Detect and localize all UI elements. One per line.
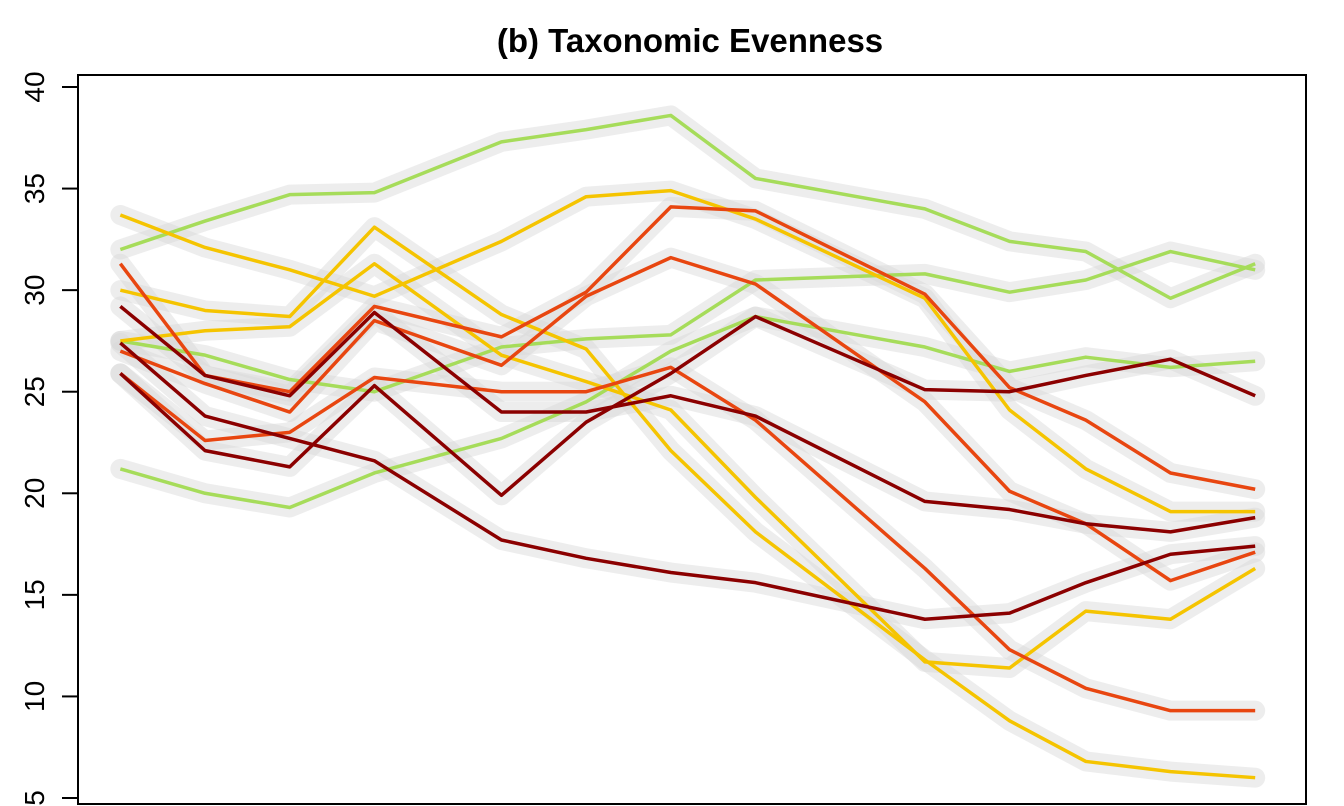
y-tick-label: 40 xyxy=(19,71,50,102)
y-tick-label: 20 xyxy=(19,478,50,509)
line-series xyxy=(119,341,1256,621)
line-series xyxy=(119,113,1256,301)
line-series xyxy=(119,365,1256,713)
y-tick-label: 30 xyxy=(19,275,50,306)
chart-title: (b) Taxonomic Evenness xyxy=(497,22,883,59)
y-tick-label: 5 xyxy=(19,790,50,806)
line-series xyxy=(120,249,1256,394)
y-tick-label: 25 xyxy=(19,376,50,407)
lines xyxy=(118,113,1257,780)
line-series xyxy=(120,261,1257,670)
y-tick-label: 15 xyxy=(19,579,50,610)
line-series xyxy=(119,225,1256,780)
line-series xyxy=(119,314,1256,498)
y-tick-label: 35 xyxy=(19,173,50,204)
ribbons xyxy=(110,105,1266,788)
y-tick-label: 10 xyxy=(19,681,50,712)
line-series xyxy=(119,188,1256,514)
line-series xyxy=(119,314,1256,510)
line-series xyxy=(118,205,1256,491)
line-series xyxy=(119,305,1256,534)
